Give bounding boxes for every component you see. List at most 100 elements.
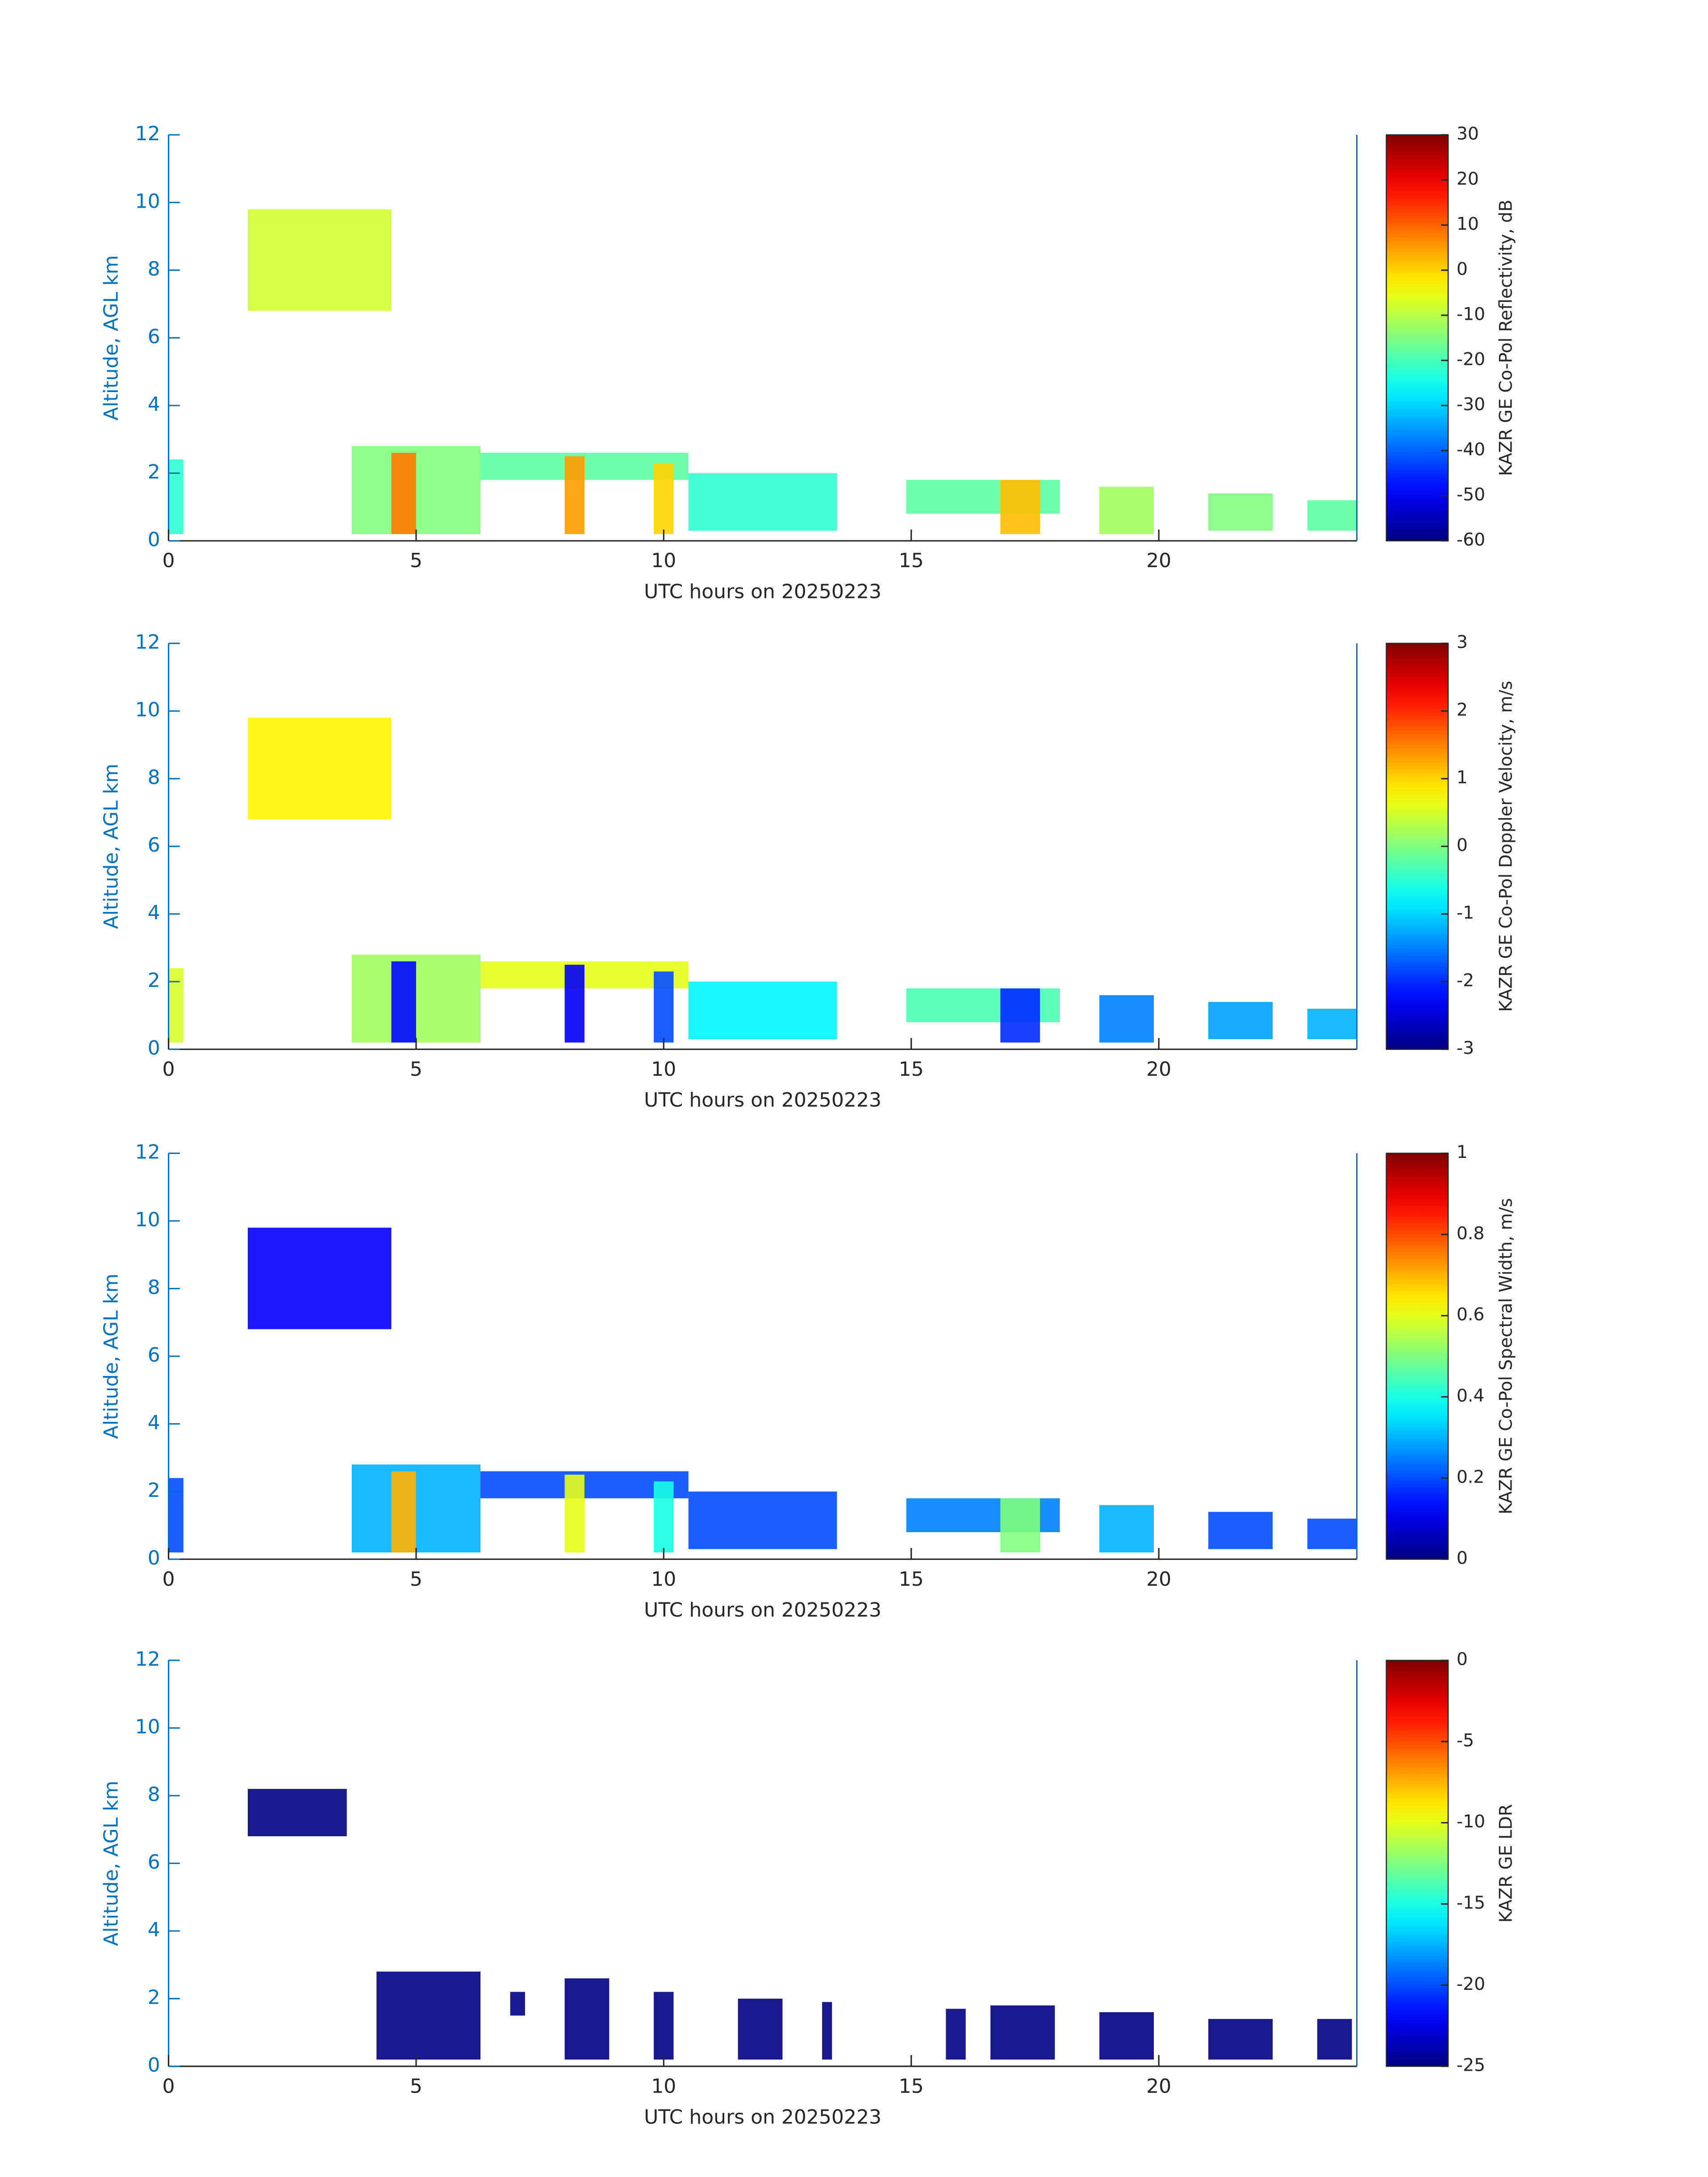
- echo-cell: [822, 2002, 832, 2060]
- y-tick-label: 2: [148, 1986, 160, 2009]
- x-tick-label: 0: [162, 1058, 175, 1081]
- y-tick-label: 6: [148, 1851, 160, 1874]
- x-tick-label: 10: [651, 2075, 676, 2098]
- echo-cell: [1317, 2019, 1352, 2060]
- x-axis-label: UTC hours on 20250223: [644, 2106, 881, 2129]
- colorbar: [1386, 643, 1449, 1050]
- colorbar-tick-label: -40: [1457, 440, 1485, 460]
- y-tick-label: 2: [148, 1479, 160, 1502]
- colorbar-tick-label: 2: [1457, 700, 1468, 720]
- colorbar-tick-label: -25: [1457, 2056, 1485, 2076]
- echo-cell: [247, 718, 392, 819]
- echo-cell: [654, 1992, 674, 2060]
- x-tick-label: 15: [899, 1568, 924, 1591]
- y-tick-label: 2: [148, 969, 160, 992]
- echo-cell: [1208, 493, 1273, 531]
- x-tick-label: 5: [410, 1058, 422, 1081]
- echo-cell: [688, 473, 837, 531]
- y-tick-label: 6: [148, 1344, 160, 1366]
- x-tick-label: 10: [651, 549, 676, 572]
- echo-cell: [1099, 1505, 1154, 1553]
- echo-cell: [1208, 1512, 1273, 1549]
- y-tick-label: 12: [135, 631, 160, 654]
- echo-cell: [946, 2009, 966, 2060]
- x-axis-label: UTC hours on 20250223: [644, 1599, 881, 1621]
- x-axis-label: UTC hours on 20250223: [644, 1089, 881, 1111]
- y-tick-label: 0: [148, 2054, 160, 2077]
- echo-cell: [564, 1475, 585, 1553]
- echo-cell: [1000, 988, 1040, 1043]
- y-tick-label: 10: [135, 190, 160, 213]
- echo-cell: [168, 460, 184, 534]
- colorbar-tick-label: -20: [1457, 1974, 1485, 1994]
- colorbar-label: KAZR GE Co-Pol Doppler Velocity, m/s: [1496, 681, 1516, 1012]
- colorbar-tick-label: 0.2: [1457, 1467, 1485, 1487]
- y-tick-label: 10: [135, 1716, 160, 1738]
- x-tick-label: 0: [162, 549, 175, 572]
- x-tick-label: 15: [899, 549, 924, 572]
- colorbar-tick-label: -1: [1457, 903, 1474, 923]
- x-tick-label: 0: [162, 1568, 175, 1591]
- echo-cell: [1099, 2012, 1154, 2060]
- colorbar-tick-label: 0: [1457, 836, 1468, 856]
- echo-cell: [168, 1478, 184, 1553]
- y-tick-label: 12: [135, 1141, 160, 1164]
- colorbar-tick-label: -30: [1457, 395, 1485, 415]
- y-tick-label: 12: [135, 122, 160, 145]
- y-tick-label: 4: [148, 1918, 160, 1941]
- echo-cell: [654, 971, 674, 1043]
- colorbar: [1386, 1659, 1449, 2067]
- echo-cell: [654, 1481, 674, 1553]
- y-tick-label: 4: [148, 1412, 160, 1434]
- x-tick-label: 0: [162, 2075, 175, 2098]
- x-tick-label: 20: [1146, 549, 1171, 572]
- echo-cell: [564, 965, 585, 1043]
- colorbar-tick-label: 0: [1457, 1650, 1468, 1670]
- y-tick-label: 4: [148, 393, 160, 416]
- x-tick-label: 20: [1146, 1568, 1171, 1591]
- y-tick-label: 4: [148, 902, 160, 924]
- colorbar-tick-label: 1: [1457, 1142, 1468, 1162]
- colorbar-tick-label: 0.6: [1457, 1305, 1485, 1325]
- colorbar-tick-label: 0: [1457, 1548, 1468, 1568]
- y-tick-label: 10: [135, 1208, 160, 1231]
- colorbar-label: KAZR GE Co-Pol Spectral Width, m/s: [1496, 1198, 1516, 1514]
- colorbar-tick-label: 20: [1457, 169, 1479, 189]
- y-tick-label: 8: [148, 258, 160, 280]
- echo-cell: [1099, 995, 1154, 1043]
- echo-cell: [688, 982, 837, 1040]
- colorbar: [1386, 134, 1449, 542]
- echo-cell: [247, 1228, 392, 1329]
- echo-cell: [1208, 2019, 1273, 2060]
- echo-cell: [247, 1788, 347, 1836]
- colorbar-tick-label: -15: [1457, 1893, 1485, 1913]
- y-tick-label: 10: [135, 698, 160, 721]
- echo-cell: [391, 1471, 416, 1553]
- colorbar-tick-label: -2: [1457, 971, 1474, 991]
- x-tick-label: 20: [1146, 1058, 1171, 1081]
- echo-cell: [391, 453, 416, 534]
- y-tick-label: 6: [148, 326, 160, 348]
- echo-cell: [247, 209, 392, 311]
- y-tick-label: 0: [148, 528, 160, 551]
- echo-cell: [168, 968, 184, 1043]
- echo-cell: [564, 456, 585, 534]
- colorbar-tick-label: 30: [1457, 124, 1479, 144]
- colorbar-tick-label: -10: [1457, 305, 1485, 325]
- y-tick-label: 8: [148, 766, 160, 789]
- colorbar-tick-label: -50: [1457, 485, 1485, 505]
- colorbar-tick-label: 1: [1457, 768, 1468, 788]
- x-tick-label: 20: [1146, 2075, 1171, 2098]
- x-tick-label: 5: [410, 549, 422, 572]
- echo-cell: [990, 2005, 1055, 2060]
- colorbar-tick-label: 0.4: [1457, 1386, 1485, 1406]
- echo-cell: [1000, 480, 1040, 534]
- colorbar-tick-label: 10: [1457, 214, 1479, 234]
- echo-cell: [738, 1998, 783, 2060]
- y-tick-label: 8: [148, 1783, 160, 1806]
- colorbar-label: KAZR GE Co-Pol Reflectivity, dB: [1496, 200, 1516, 476]
- echo-cell: [1307, 1008, 1357, 1040]
- echo-cell: [654, 463, 674, 534]
- y-axis-label: Altitude, AGL km: [100, 1780, 123, 1946]
